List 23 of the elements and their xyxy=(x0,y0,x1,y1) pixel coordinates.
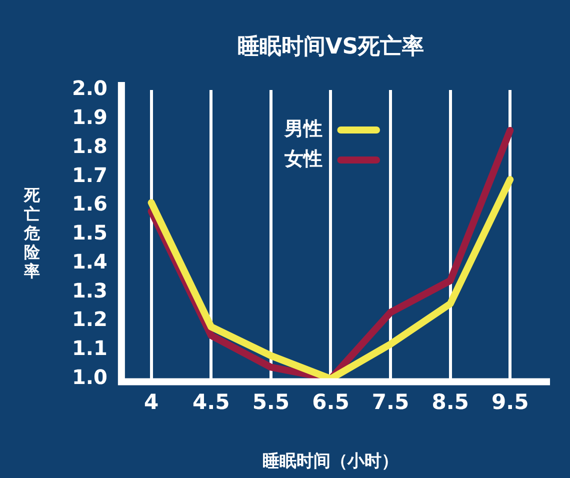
y-tick-label: 1.9 xyxy=(72,105,108,130)
y-tick-label: 1.2 xyxy=(72,307,108,332)
legend-label: 男性 xyxy=(284,118,323,140)
x-tick-label: 9.5 xyxy=(492,390,529,414)
x-axis-title: 睡眠时间（小时） xyxy=(262,451,399,472)
y-tick-label: 1.8 xyxy=(72,134,108,158)
y-tick-label: 1.6 xyxy=(72,192,108,216)
x-tick-label: 4 xyxy=(144,390,159,414)
x-tick-label: 8.5 xyxy=(432,390,469,414)
y-tick-label: 1.0 xyxy=(72,365,108,390)
y-tick-label: 1.5 xyxy=(72,220,108,245)
x-tick-label: 4.5 xyxy=(192,390,230,414)
y-tick-label: 2.0 xyxy=(72,76,108,100)
legend-label: 女性 xyxy=(284,148,323,170)
y-tick-label: 1.1 xyxy=(72,336,108,360)
x-tick-label: 5.5 xyxy=(252,390,290,414)
x-tick-label: 6.5 xyxy=(312,390,350,414)
y-tick-label: 1.4 xyxy=(72,249,108,274)
chart-title: 睡眠时间VS死亡率 xyxy=(237,34,424,60)
x-tick-label: 7.5 xyxy=(372,390,410,414)
y-tick-label: 1.3 xyxy=(72,278,108,302)
y-tick-label: 1.7 xyxy=(72,162,108,187)
y-axis-title: 死亡危险率 xyxy=(23,186,41,281)
